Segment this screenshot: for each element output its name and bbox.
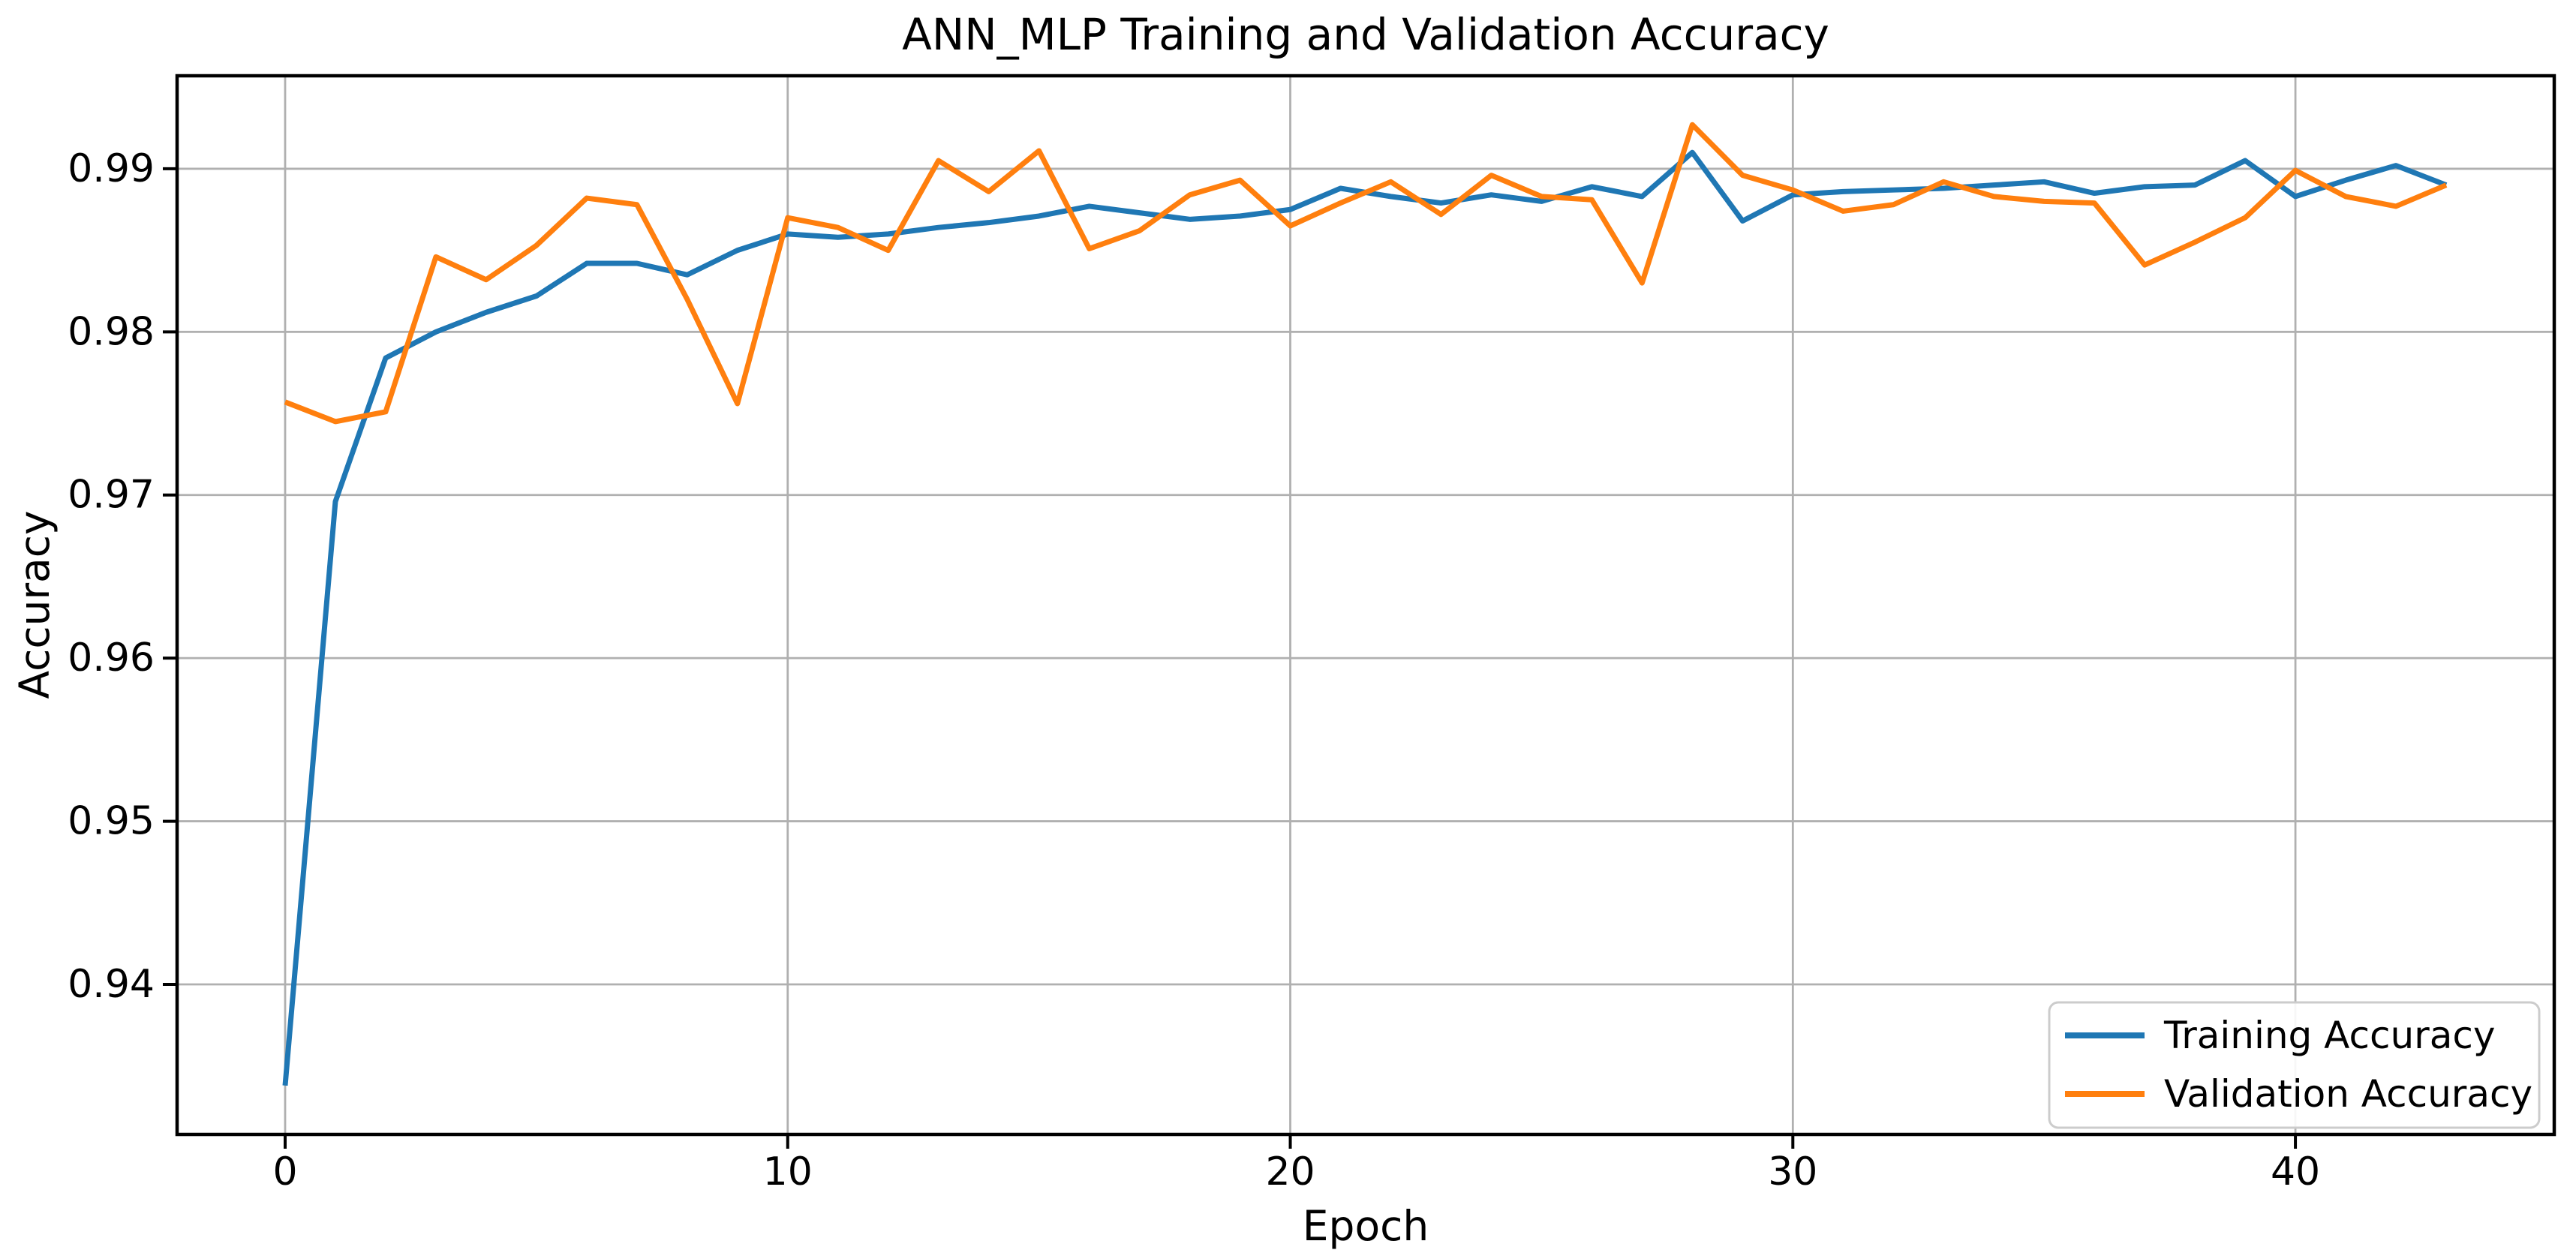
y-tick-label: 0.94 bbox=[68, 962, 155, 1007]
y-tick-label: 0.97 bbox=[68, 473, 155, 518]
grid-lines bbox=[177, 76, 2554, 1134]
x-tick-label: 10 bbox=[763, 1149, 813, 1194]
y-tick-labels: 0.94 0.95 0.96 0.97 0.98 0.99 bbox=[68, 146, 155, 1007]
legend-label-training: Training Accuracy bbox=[2163, 1014, 2495, 1057]
x-tick-label: 40 bbox=[2271, 1149, 2320, 1194]
x-tick-labels: 0 10 20 30 40 bbox=[272, 1149, 2320, 1194]
x-tick-label: 0 bbox=[272, 1149, 297, 1194]
x-tick-label: 20 bbox=[1265, 1149, 1315, 1194]
x-axis-label: Epoch bbox=[1303, 1202, 1429, 1250]
axes-frame bbox=[175, 74, 2556, 1137]
axis-ticks bbox=[163, 167, 2298, 1149]
legend-box bbox=[2048, 1001, 2541, 1129]
y-tick-label: 0.95 bbox=[68, 799, 155, 844]
validation-accuracy-line bbox=[284, 122, 2448, 425]
data-series bbox=[282, 122, 2448, 1086]
legend-label-validation: Validation Accuracy bbox=[2164, 1072, 2532, 1116]
y-tick-label: 0.99 bbox=[68, 146, 155, 191]
chart-title: ANN_MLP Training and Validation Accuracy bbox=[902, 9, 1829, 60]
training-accuracy-line bbox=[282, 149, 2448, 1086]
y-tick-label: 0.96 bbox=[68, 636, 155, 681]
y-axis-label: Accuracy bbox=[11, 510, 59, 699]
axes-spines bbox=[175, 74, 2556, 1137]
x-tick-label: 30 bbox=[1768, 1149, 1817, 1194]
legend: Training Accuracy Validation Accuracy bbox=[2048, 1001, 2541, 1129]
y-tick-label: 0.98 bbox=[68, 309, 155, 354]
